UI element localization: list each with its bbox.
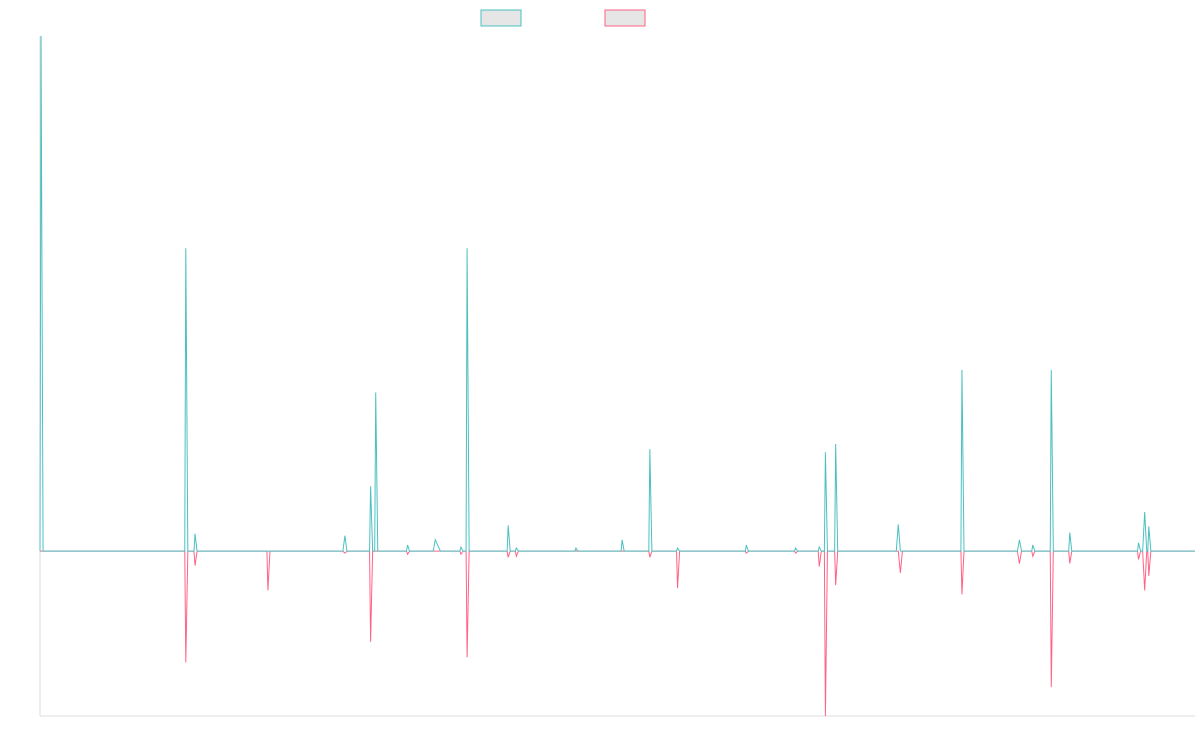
series-line-series-b bbox=[40, 550, 1195, 717]
legend-swatch-series-b[interactable] bbox=[604, 9, 646, 27]
legend-swatch-series-a[interactable] bbox=[480, 9, 522, 27]
series-line-series-a bbox=[39, 35, 1195, 552]
legend bbox=[480, 9, 646, 27]
axes bbox=[39, 36, 1195, 717]
series-group bbox=[39, 35, 1195, 717]
